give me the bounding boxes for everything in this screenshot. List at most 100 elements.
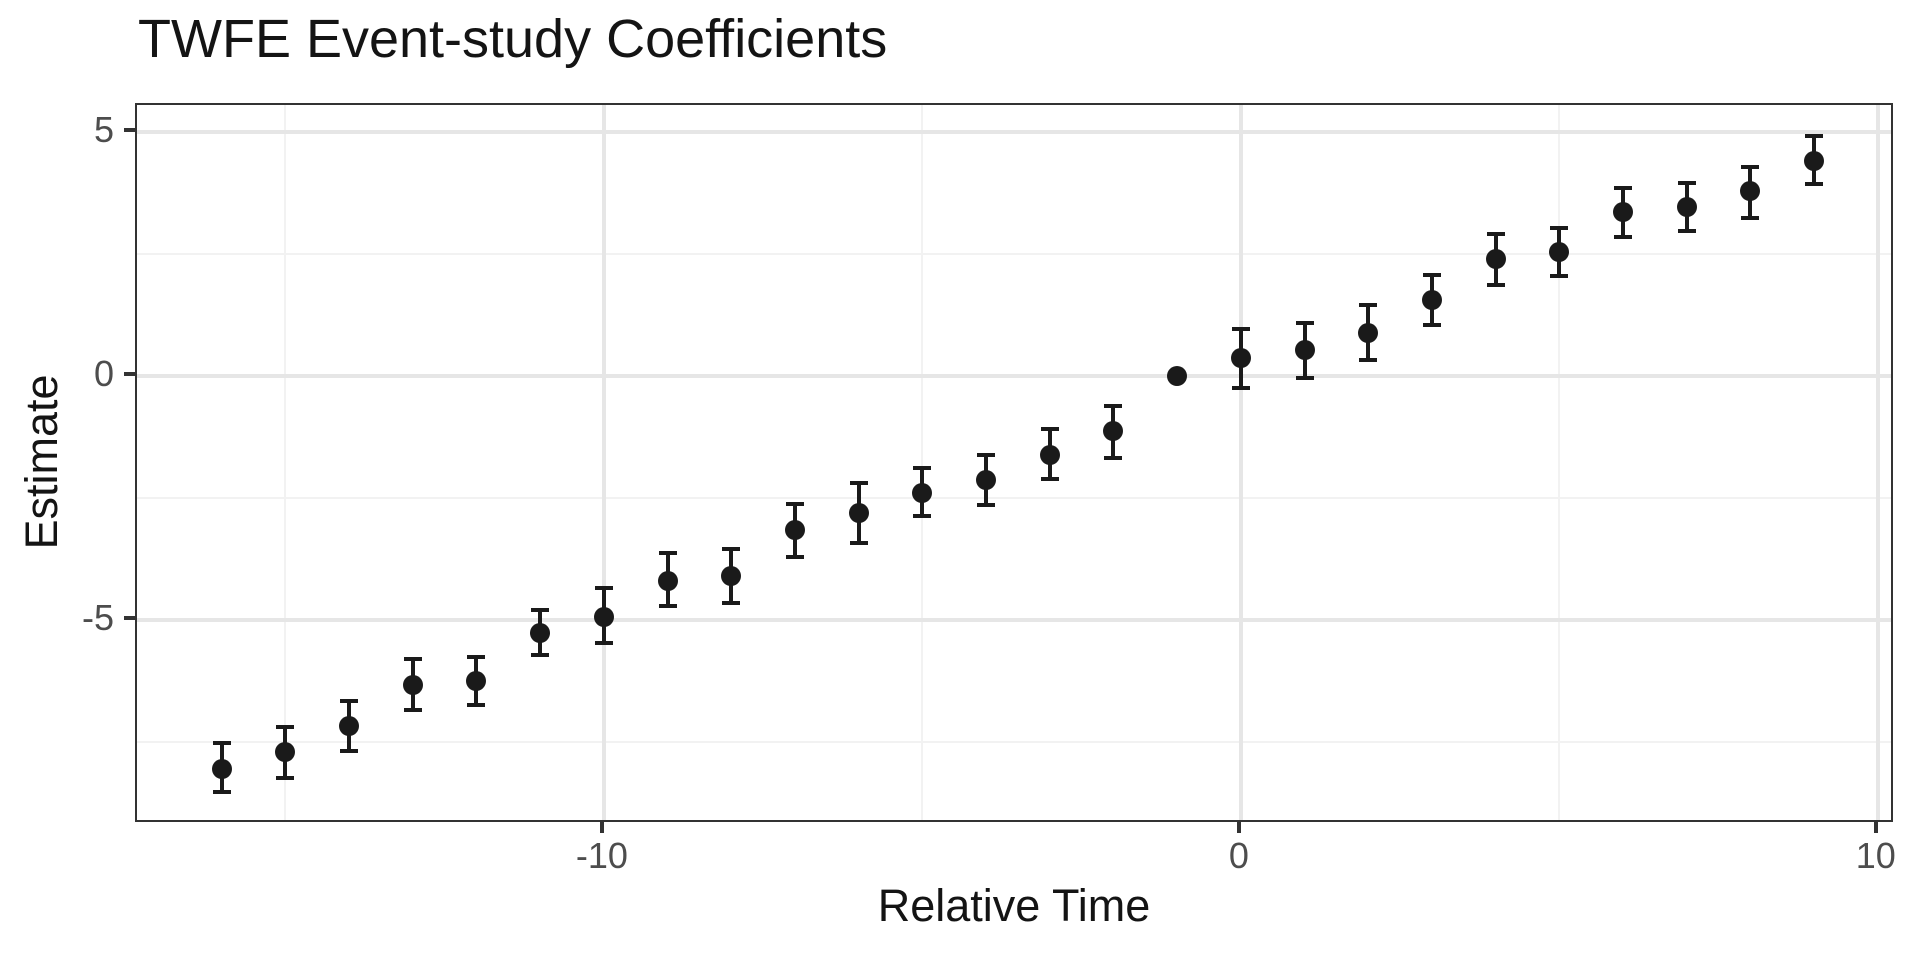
point-marker	[721, 566, 742, 587]
error-bar-cap-top	[1295, 320, 1314, 325]
plot-panel	[135, 103, 1893, 822]
error-bar-cap-bottom	[785, 554, 804, 559]
point-marker	[1549, 241, 1570, 262]
error-bar-cap-bottom	[1104, 455, 1123, 460]
error-bar-cap-bottom	[1359, 357, 1378, 362]
error-bar-cap-top	[1359, 303, 1378, 308]
y-tick-label: -5	[81, 596, 114, 638]
error-bar-cap-bottom	[849, 540, 868, 545]
error-bar-cap-bottom	[531, 653, 550, 658]
error-bar-cap-top	[212, 741, 231, 746]
error-bar-cap-top	[1614, 185, 1633, 190]
error-bar-cap-bottom	[722, 600, 741, 605]
point-marker	[1613, 201, 1634, 222]
point-marker	[1676, 197, 1697, 218]
error-bar-cap-bottom	[977, 502, 996, 507]
error-bar-cap-bottom	[1295, 375, 1314, 380]
error-bar-cap-bottom	[1486, 283, 1505, 288]
point-marker	[1294, 340, 1315, 361]
point-marker	[1804, 150, 1825, 171]
point-marker	[1230, 347, 1251, 368]
point-marker	[211, 758, 232, 779]
x-axis-title: Relative Time	[877, 880, 1151, 931]
error-bar-cap-top	[1486, 231, 1505, 236]
error-bar-cap-bottom	[1550, 273, 1569, 278]
point-marker	[339, 715, 360, 736]
error-bar-cap-top	[1741, 164, 1760, 169]
gridline-major-y	[137, 129, 1891, 134]
gridline-minor-x	[284, 105, 287, 820]
y-tick-label: 5	[93, 108, 114, 150]
error-bar-cap-top	[785, 501, 804, 506]
error-bar-cap-bottom	[1422, 323, 1441, 328]
error-bar-cap-top	[1104, 403, 1123, 408]
y-axis-tick	[124, 371, 135, 376]
gridline-major-x	[1875, 105, 1880, 820]
x-axis-tick	[1873, 822, 1878, 833]
error-bar-cap-top	[849, 480, 868, 485]
error-bar-cap-bottom	[1805, 182, 1824, 187]
gridline-major-x	[601, 105, 606, 820]
point-marker	[848, 503, 869, 524]
error-bar-cap-bottom	[594, 640, 613, 645]
error-bar-cap-bottom	[340, 749, 359, 754]
error-bar-cap-bottom	[276, 776, 295, 781]
error-bar-cap-top	[722, 547, 741, 552]
error-bar-cap-top	[1550, 226, 1569, 230]
error-bar-cap-bottom	[1677, 228, 1696, 233]
gridline-minor-x	[921, 105, 924, 820]
point-marker	[1039, 444, 1060, 465]
error-bar-cap-bottom	[403, 708, 422, 713]
gridline-minor-x	[1558, 105, 1561, 820]
x-tick-label: 10	[1855, 835, 1896, 876]
x-axis-tick	[1236, 822, 1241, 833]
point-marker	[1421, 289, 1442, 310]
gridline-minor-y	[137, 252, 1891, 255]
y-axis-tick	[124, 615, 135, 620]
error-bar-cap-top	[340, 698, 359, 703]
point-marker	[466, 670, 487, 691]
point-marker	[1103, 421, 1124, 442]
point-marker	[402, 674, 423, 695]
error-bar-cap-top	[1422, 272, 1441, 277]
point-marker	[1167, 365, 1188, 386]
point-marker	[976, 469, 997, 490]
error-bar-cap-top	[1040, 427, 1059, 432]
error-bar-cap-top	[467, 655, 486, 660]
point-marker	[784, 520, 805, 541]
y-tick-label: 0	[93, 352, 114, 394]
plot-title: TWFE Event-study Coefficients	[138, 9, 888, 69]
error-bar-cap-top	[1231, 327, 1250, 332]
point-marker	[1485, 248, 1506, 269]
error-bar-cap-bottom	[1231, 386, 1250, 391]
error-bar-cap-top	[1805, 133, 1824, 138]
error-bar-cap-bottom	[913, 513, 932, 518]
error-bar-cap-bottom	[467, 702, 486, 707]
error-bar-cap-bottom	[1741, 215, 1760, 220]
error-bar-cap-top	[403, 657, 422, 662]
x-tick-label: -10	[575, 835, 628, 876]
error-bar-cap-top	[1677, 181, 1696, 186]
gridline-major-y	[137, 373, 1891, 378]
x-axis-tick	[599, 822, 604, 833]
gridline-minor-y	[137, 740, 1891, 743]
point-marker	[1358, 322, 1379, 343]
error-bar-cap-bottom	[658, 603, 677, 608]
error-bar-cap-bottom	[1614, 234, 1633, 239]
point-marker	[657, 570, 678, 591]
error-bar-cap-top	[913, 466, 932, 471]
error-bar-cap-bottom	[212, 789, 231, 794]
gridline-major-x	[1238, 105, 1243, 820]
error-bar-cap-top	[658, 551, 677, 556]
error-bar-cap-top	[977, 452, 996, 457]
point-marker	[530, 623, 551, 644]
error-bar-cap-top	[531, 608, 550, 613]
y-axis-tick	[124, 127, 135, 132]
x-tick-label: 0	[1228, 835, 1249, 876]
point-marker	[912, 483, 933, 504]
gridline-minor-y	[137, 496, 1891, 499]
error-bar-cap-bottom	[1040, 476, 1059, 481]
point-marker	[593, 607, 614, 628]
gridline-major-y	[137, 617, 1891, 622]
